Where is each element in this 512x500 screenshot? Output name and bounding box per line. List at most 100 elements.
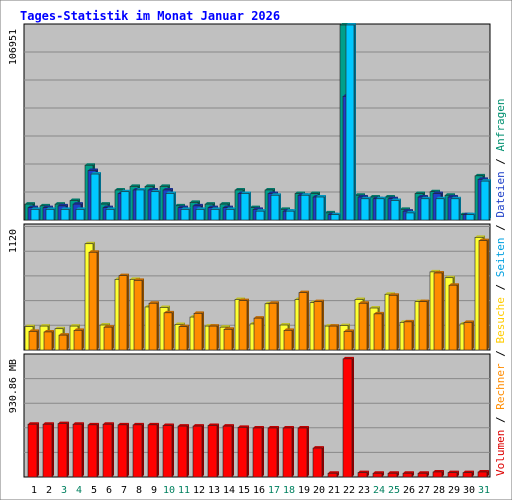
bar-face bbox=[432, 471, 443, 478]
bar-rechner-day-18 bbox=[283, 328, 294, 351]
bar-top bbox=[253, 207, 263, 210]
bar-volumen-day-2 bbox=[42, 422, 54, 478]
bar-side bbox=[307, 425, 309, 477]
bar-seiten-day-25 bbox=[390, 198, 401, 221]
bar-top bbox=[209, 324, 219, 327]
bar-top bbox=[433, 469, 444, 472]
bar-top bbox=[103, 205, 113, 208]
bar-side bbox=[174, 191, 176, 220]
bar-top bbox=[193, 424, 204, 427]
bar-top bbox=[88, 168, 98, 171]
panel-volume: 930.86 MB bbox=[8, 353, 491, 478]
bar-face bbox=[448, 284, 458, 351]
x-tick-day-7: 7 bbox=[121, 485, 127, 496]
panel-max-label: 106951 bbox=[8, 29, 19, 65]
bar-face bbox=[330, 214, 340, 221]
bar-seiten-day-7 bbox=[120, 189, 131, 221]
bar-seiten-day-6 bbox=[105, 207, 116, 221]
bar-side bbox=[82, 328, 84, 350]
bar-top bbox=[464, 320, 474, 323]
bar-side bbox=[277, 301, 279, 350]
x-tick-day-26: 26 bbox=[403, 485, 415, 496]
bar-top bbox=[478, 177, 488, 180]
bar-top bbox=[256, 209, 266, 212]
bar-top bbox=[241, 191, 251, 194]
bar-top bbox=[391, 198, 401, 201]
bar-face bbox=[148, 302, 158, 351]
bar-top bbox=[434, 270, 444, 273]
bar-rechner-day-31 bbox=[478, 238, 489, 351]
panel-max-label: 1120 bbox=[8, 229, 19, 253]
bar-face bbox=[73, 330, 83, 351]
bar-side bbox=[322, 299, 324, 350]
bar-top bbox=[151, 189, 161, 192]
bar-top bbox=[55, 326, 65, 329]
bar-top bbox=[466, 212, 476, 215]
bar-volumen-day-16 bbox=[252, 425, 264, 478]
bar-face bbox=[343, 331, 353, 351]
bar-top bbox=[70, 324, 80, 327]
bar-face bbox=[117, 424, 128, 478]
bar-seiten-day-10 bbox=[165, 191, 176, 221]
bar-top bbox=[44, 329, 54, 332]
bar-rechner-day-17 bbox=[268, 301, 279, 351]
bar-face bbox=[75, 209, 85, 221]
bar-side bbox=[159, 189, 161, 220]
bar-face bbox=[450, 198, 460, 221]
bar-top bbox=[475, 235, 485, 238]
bar-top bbox=[89, 250, 99, 253]
bar-side bbox=[412, 319, 414, 350]
bar-face bbox=[90, 173, 100, 221]
bar-top bbox=[208, 423, 219, 426]
bar-side bbox=[337, 324, 339, 350]
bar-top bbox=[25, 202, 35, 205]
bar-side bbox=[172, 310, 174, 350]
bar-volumen-day-11 bbox=[177, 424, 189, 478]
bar-volumen-day-26 bbox=[402, 471, 414, 478]
bar-side bbox=[157, 422, 159, 477]
bar-face bbox=[103, 326, 113, 351]
bar-top bbox=[374, 311, 384, 314]
panel-visits: 1120 bbox=[8, 223, 491, 351]
bar-top bbox=[194, 311, 204, 314]
bar-top bbox=[355, 297, 365, 300]
bar-top bbox=[359, 301, 369, 304]
bar-side bbox=[382, 471, 384, 477]
panel-max-label: 930.86 MB bbox=[8, 359, 19, 413]
bar-side bbox=[112, 325, 114, 350]
bar-volumen-day-30 bbox=[462, 470, 474, 478]
bar-face bbox=[162, 425, 173, 478]
bar-rechner-day-7 bbox=[118, 273, 129, 351]
bar-volumen-day-18 bbox=[282, 425, 294, 478]
bar-side bbox=[444, 196, 446, 220]
bar-top bbox=[436, 196, 446, 199]
bar-face bbox=[252, 427, 263, 478]
legend-separator: / bbox=[494, 344, 507, 364]
bar-top bbox=[58, 421, 69, 424]
bar-top bbox=[103, 422, 114, 425]
bar-top bbox=[254, 316, 264, 319]
bar-top bbox=[43, 205, 53, 208]
bar-side bbox=[384, 196, 386, 220]
bar-face bbox=[133, 280, 143, 351]
bar-top bbox=[160, 184, 170, 187]
bar-top bbox=[133, 422, 144, 425]
bar-rechner-day-21 bbox=[328, 324, 339, 351]
bar-side bbox=[37, 422, 39, 477]
x-tick-day-2: 2 bbox=[46, 485, 52, 496]
bar-face bbox=[45, 209, 55, 221]
bar-side bbox=[82, 422, 84, 477]
bar-side bbox=[69, 207, 71, 220]
bar-seiten-day-3 bbox=[60, 207, 71, 221]
bar-top bbox=[43, 422, 54, 425]
bar-volumen-day-15 bbox=[237, 425, 249, 478]
bar-face bbox=[30, 209, 40, 221]
bar-top bbox=[250, 205, 260, 208]
bar-side bbox=[84, 207, 86, 220]
bar-seiten-day-14 bbox=[225, 207, 236, 221]
bar-face bbox=[283, 330, 293, 351]
bar-seiten-day-11 bbox=[180, 207, 191, 221]
bar-top bbox=[166, 191, 176, 194]
bar-side bbox=[337, 471, 339, 477]
legend-separator: / bbox=[494, 277, 507, 297]
